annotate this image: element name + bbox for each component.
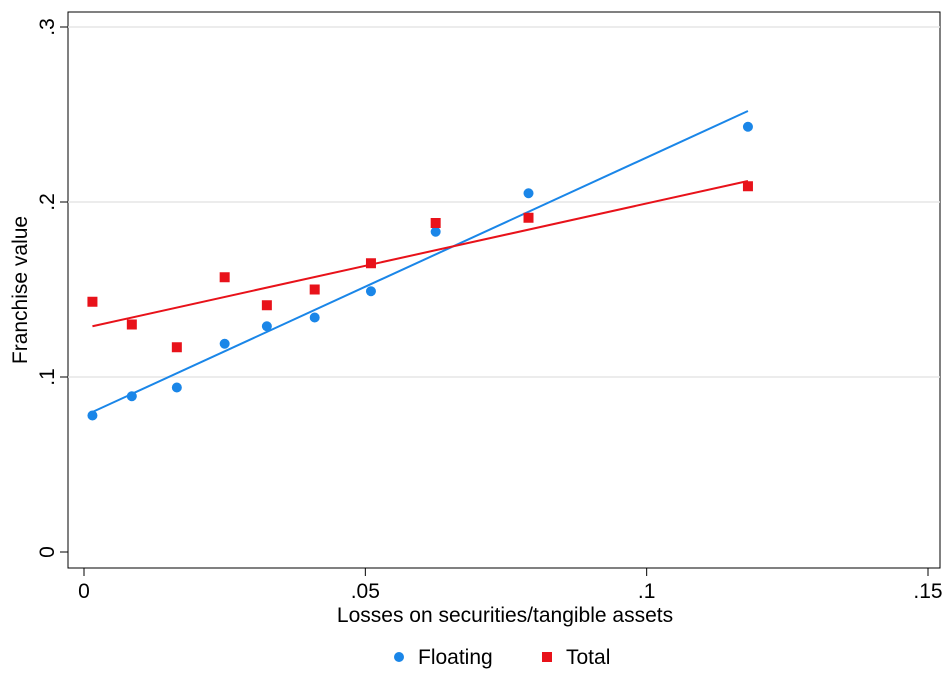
point-total: [523, 212, 534, 223]
x-tick-label: .05: [351, 580, 380, 603]
fit-lines: [92, 110, 749, 413]
point-floating: [171, 382, 182, 393]
legend-marker-total: [542, 652, 552, 662]
point-floating: [219, 338, 230, 349]
point-total: [171, 342, 182, 353]
plot-area: [67, 11, 941, 569]
point-floating: [261, 321, 272, 332]
y-axis: 0 .1 .2 .3: [36, 18, 68, 558]
gridlines: [68, 26, 940, 378]
fit-line-total: [92, 180, 749, 328]
data-points: [87, 121, 753, 421]
point-total: [126, 319, 137, 330]
x-tick-label: .15: [913, 580, 942, 603]
y-tick-label: .3: [36, 18, 59, 36]
legend-label-total: Total: [566, 646, 610, 669]
point-floating: [87, 410, 98, 421]
point-total: [430, 218, 441, 228]
x-axis: 0 .05 .1 .15: [78, 568, 943, 603]
point-total: [261, 300, 272, 311]
point-total: [309, 284, 320, 295]
y-axis-title: Franchise value: [9, 216, 32, 364]
point-total: [87, 296, 98, 307]
x-axis-title: Losses on securities/tangible assets: [337, 604, 673, 627]
plot-border: [67, 11, 941, 569]
legend-label-floating: Floating: [418, 646, 493, 669]
y-tick-label: .1: [36, 368, 59, 386]
point-floating: [126, 391, 137, 402]
legend: Floating Total: [394, 646, 610, 669]
point-total: [219, 272, 230, 283]
point-floating: [523, 188, 534, 199]
point-total: [365, 258, 376, 269]
y-tick-label: 0: [36, 546, 59, 558]
point-total: [742, 181, 753, 192]
point-floating: [430, 226, 441, 237]
fit-line-floating: [92, 110, 749, 413]
point-floating: [365, 286, 376, 297]
point-floating: [742, 121, 753, 132]
y-tick-label: .2: [36, 193, 59, 211]
x-tick-label: 0: [78, 580, 90, 603]
x-tick-label: .1: [638, 580, 656, 603]
point-floating: [309, 312, 320, 323]
legend-marker-floating: [394, 652, 404, 662]
